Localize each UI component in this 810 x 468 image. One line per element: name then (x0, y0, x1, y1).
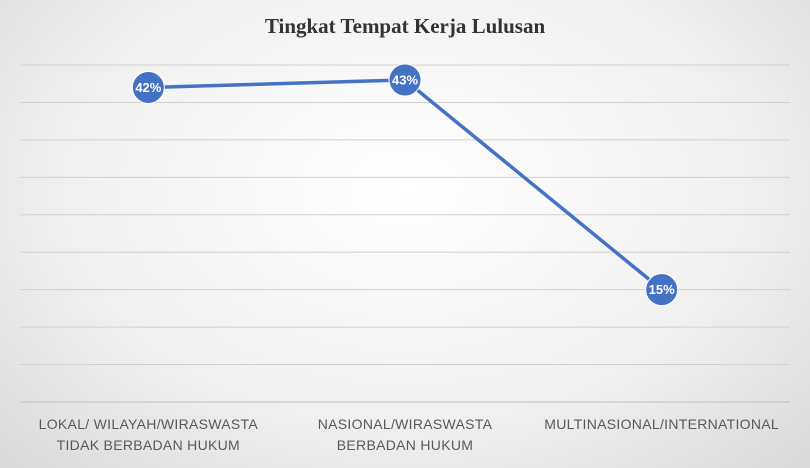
data-label: 43% (392, 72, 418, 87)
marker (645, 273, 679, 307)
data-label: 42% (135, 80, 161, 95)
x-tick-label: LOKAL/ WILAYAH/WIRASWASTA TIDAK BERBADAN… (38, 416, 258, 453)
chart-title: Tingkat Tempat Kerja Lulusan (265, 14, 546, 38)
line (148, 78, 663, 292)
x-tick-label: MULTINASIONAL/INTERNATIONAL (544, 416, 780, 432)
marker (131, 70, 165, 104)
x-tick-label: NASIONAL/WIRASWASTA BERBADAN HUKUM (317, 416, 493, 453)
data-label: 15% (649, 282, 675, 297)
marker (388, 63, 422, 97)
